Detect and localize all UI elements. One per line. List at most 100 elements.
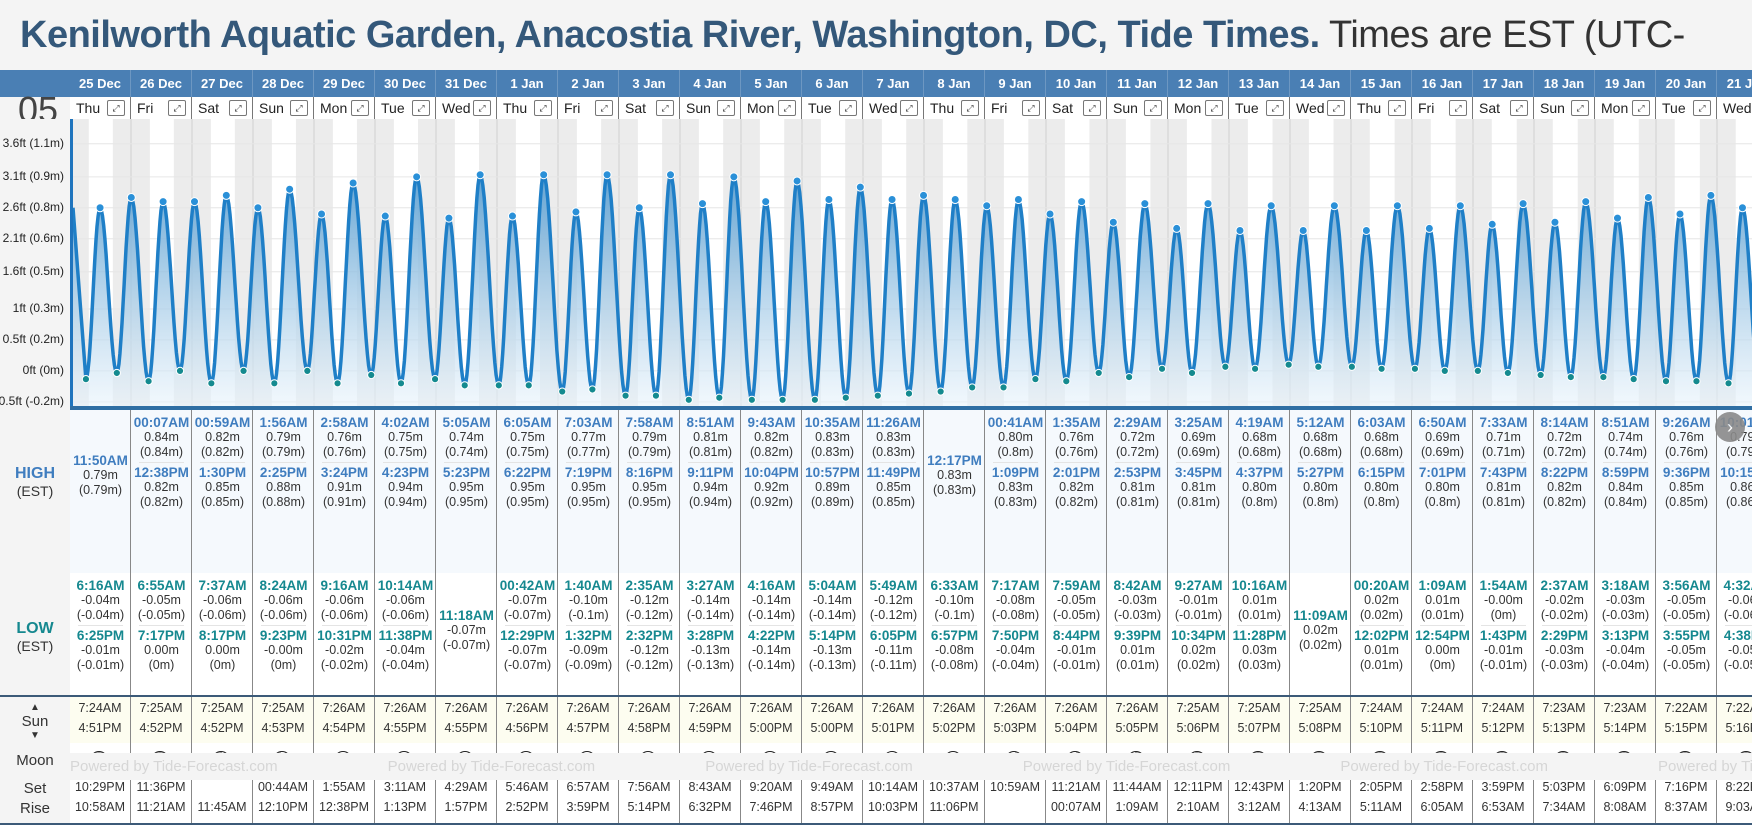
low-tide-point[interactable] [333,379,342,388]
high-tide-point[interactable] [475,170,485,180]
low-tide-point[interactable] [1031,375,1040,384]
expand-icon[interactable]: ⤢ [473,100,491,116]
expand-icon[interactable]: ⤢ [1205,100,1223,116]
low-tide-point[interactable] [1536,370,1545,380]
low-tide-point[interactable] [1440,366,1449,375]
expand-icon[interactable]: ⤢ [1266,100,1284,116]
high-tide-point[interactable] [1550,217,1560,227]
low-tide-point[interactable] [144,377,153,386]
low-tide-point[interactable] [810,395,819,404]
low-tide-point[interactable] [207,379,216,388]
low-tide-point[interactable] [1692,377,1701,386]
expand-icon[interactable]: ⤢ [961,100,979,116]
high-tide-point[interactable] [666,170,676,180]
low-tide-point[interactable] [430,375,440,384]
expand-icon[interactable]: ⤢ [1449,100,1467,116]
high-tide-point[interactable] [1298,225,1308,235]
low-tide-point[interactable] [747,395,756,404]
expand-icon[interactable]: ⤢ [1510,100,1528,116]
expand-icon[interactable]: ⤢ [717,100,735,116]
low-tide-point[interactable] [1125,372,1134,382]
low-tide-point[interactable] [1661,377,1671,386]
high-tide-point[interactable] [1329,201,1339,211]
low-tide-point[interactable] [588,385,597,394]
high-tide-point[interactable] [380,211,390,221]
low-tide-point[interactable] [1410,364,1420,373]
low-tide-point[interactable] [1094,368,1103,378]
high-tide-point[interactable] [602,170,612,180]
expand-icon[interactable]: ⤢ [534,100,552,116]
low-tide-point[interactable] [621,391,630,400]
expand-icon[interactable]: ⤢ [168,100,186,116]
high-tide-point[interactable] [824,195,834,205]
low-tide-point[interactable] [684,395,693,404]
high-tide-point[interactable] [1172,223,1182,233]
expand-icon[interactable]: ⤢ [656,100,674,116]
low-tide-point[interactable] [1629,375,1638,384]
low-tide-point[interactable] [778,395,787,404]
low-tide-point[interactable] [367,370,376,380]
high-tide-point[interactable] [348,178,358,188]
low-tide-point[interactable] [396,379,406,388]
low-tide-point[interactable] [460,381,469,390]
high-tide-point[interactable] [285,184,295,194]
low-tide-point[interactable] [1599,372,1608,382]
low-tide-point[interactable] [968,383,977,392]
high-tide-point[interactable] [1612,213,1622,223]
high-tide-point[interactable] [317,209,327,219]
low-tide-point[interactable] [1503,368,1512,378]
high-tide-point[interactable] [792,176,802,186]
high-tide-point[interactable] [950,195,960,205]
high-tide-point[interactable] [729,172,739,182]
low-tide-point[interactable] [558,387,567,396]
high-tide-point[interactable] [412,172,422,182]
low-tide-point[interactable] [175,366,185,375]
low-tide-point[interactable] [999,383,1008,392]
high-tide-point[interactable] [95,203,105,213]
high-tide-point[interactable] [919,190,929,200]
high-tide-point[interactable] [571,207,581,217]
expand-icon[interactable]: ⤢ [1693,100,1711,116]
low-tide-point[interactable] [651,391,661,400]
high-tide-point[interactable] [1737,203,1747,213]
low-tide-point[interactable] [1347,362,1356,371]
low-tide-point[interactable] [494,381,503,390]
low-tide-point[interactable] [841,393,850,402]
expand-icon[interactable]: ⤢ [107,100,125,116]
high-tide-point[interactable] [507,211,517,221]
high-tide-point[interactable] [1140,199,1150,209]
low-tide-point[interactable] [715,393,724,402]
high-tide-point[interactable] [634,203,644,213]
low-tide-point[interactable] [81,375,91,384]
high-tide-point[interactable] [1045,209,1055,219]
low-tide-point[interactable] [1062,377,1071,386]
high-tide-point[interactable] [1455,201,1465,211]
high-tide-point[interactable] [887,195,897,205]
high-tide-point[interactable] [982,201,992,211]
next-page-button[interactable]: › [1715,412,1745,442]
high-tide-point[interactable] [1203,199,1213,209]
low-tide-point[interactable] [1314,362,1323,371]
low-tide-point[interactable] [1473,366,1482,375]
low-tide-point[interactable] [1157,364,1167,373]
low-tide-point[interactable] [1250,364,1260,373]
expand-icon[interactable]: ⤢ [351,100,369,116]
low-tide-point[interactable] [1187,368,1197,378]
low-tide-point[interactable] [936,387,945,396]
high-tide-point[interactable] [761,197,771,207]
high-tide-point[interactable] [1581,197,1591,207]
high-tide-point[interactable] [444,213,454,223]
low-tide-point[interactable] [1377,364,1386,373]
expand-icon[interactable]: ⤢ [1571,100,1589,116]
low-tide-point[interactable] [239,366,248,375]
high-tide-point[interactable] [1675,209,1685,219]
high-tide-point[interactable] [1518,199,1528,209]
high-tide-point[interactable] [1361,225,1371,235]
high-tide-point[interactable] [1266,201,1276,211]
low-tide-point[interactable] [904,389,914,398]
high-tide-point[interactable] [1643,192,1653,202]
high-tide-point[interactable] [1706,190,1716,200]
high-tide-point[interactable] [189,197,199,207]
low-tide-point[interactable] [873,391,882,400]
high-tide-point[interactable] [158,197,168,207]
